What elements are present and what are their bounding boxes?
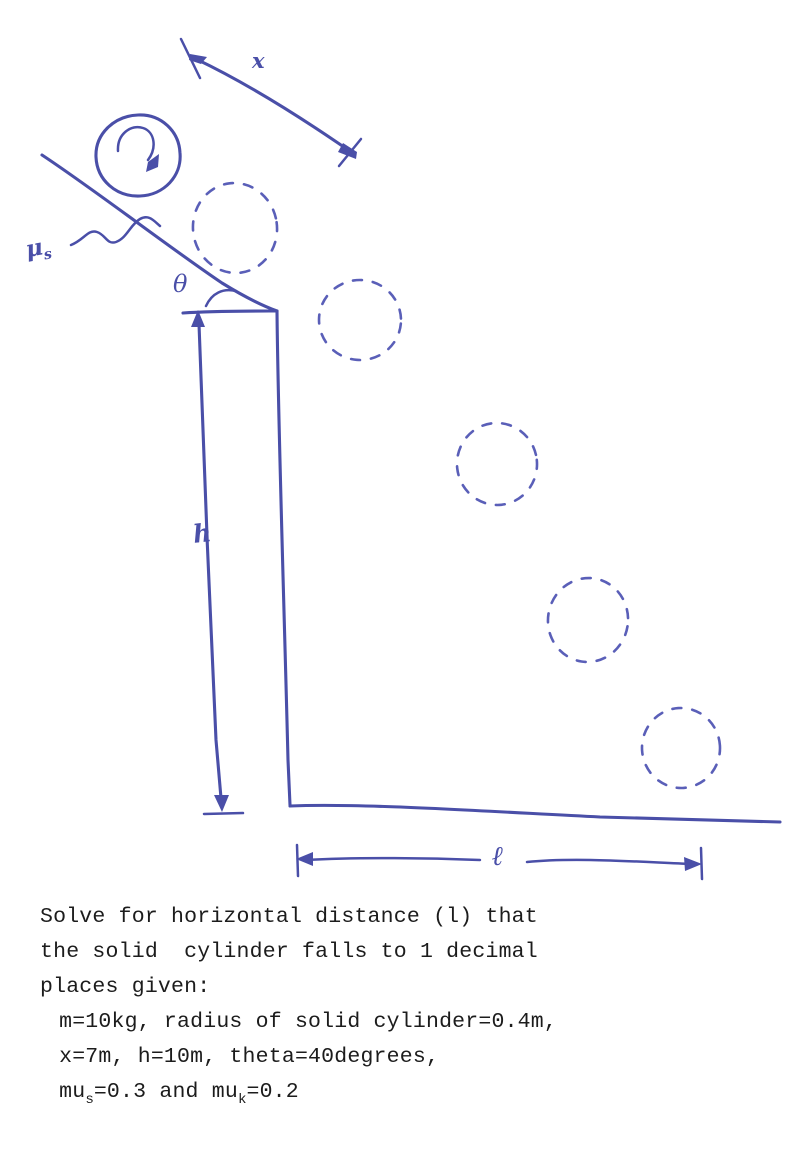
h-dimension-top-arrowhead (191, 310, 205, 327)
given-line-friction: mus=0.3 and muk=0.2 (0, 1075, 800, 1118)
incline-surface (40, 153, 279, 313)
given-line-mass-radius: m=10kg, radius of solid cylinder=0.4m, (46, 1010, 557, 1034)
x-dimension-line (194, 57, 353, 155)
trajectory-circle-2 (317, 278, 403, 362)
statement-line-3: places given: (40, 975, 211, 999)
cliff-face (275, 309, 292, 807)
trajectory-circle-4 (546, 576, 630, 664)
physics-diagram: .ink { fill: none; stroke: #4a4fa8; stro… (23, 37, 782, 881)
l-dimension-line-left (303, 856, 482, 862)
mu-k-text-subscript: k (237, 1091, 247, 1108)
l-dimension-line-right (525, 858, 694, 866)
projectile-trajectory (191, 181, 722, 790)
x-dimension-left-arrowhead (189, 54, 207, 64)
statement-line-2: the solid cylinder falls to 1 decimal (40, 940, 538, 964)
mu-s-text-subscript: s (85, 1091, 94, 1108)
problem-statement: Solve for horizontal distance (l) that t… (0, 900, 800, 1118)
cylinder-circle (94, 113, 182, 198)
trajectory-circle-3 (455, 421, 539, 507)
mu-s-label: μs (23, 233, 53, 266)
l-dimension-left-tick (295, 843, 300, 878)
friction-mid-text: =0.3 and mu (93, 1080, 238, 1104)
mu-s-text: mu (46, 1080, 86, 1104)
h-label: h (191, 518, 213, 549)
x-dimension-right-arrowhead (338, 143, 357, 159)
theta-angle-arc (204, 289, 238, 308)
h-dimension-bottom-arrowhead (214, 795, 229, 812)
theta-label: θ (173, 270, 188, 298)
statement-line-1: Solve for horizontal distance (l) that (40, 905, 538, 929)
mu-s-leader-line (69, 216, 162, 247)
h-dimension-line (197, 322, 223, 800)
diagram-canvas: .ink { fill: none; stroke: #4a4fa8; stro… (40, 37, 782, 881)
rotation-arrow-arc (116, 125, 155, 162)
l-dimension-right-arrowhead (684, 857, 702, 871)
trajectory-circle-5 (640, 706, 722, 790)
l-dimension-right-tick (699, 846, 704, 881)
x-label: x (252, 48, 265, 73)
mu-k-value-text: =0.2 (246, 1080, 299, 1104)
l-dimension-left-arrowhead (296, 852, 313, 866)
h-dimension-bottom-tick (202, 811, 245, 816)
x-dimension-right-tick (337, 137, 363, 168)
given-line-x-h-theta: x=7m, h=10m, theta=40degrees, (46, 1045, 440, 1069)
rotation-arrow-head (146, 154, 159, 172)
ground-line (288, 803, 782, 824)
x-dimension-left-tick (179, 37, 202, 80)
ell-label: ℓ (492, 841, 504, 872)
cliff-top-surface (181, 309, 279, 315)
trajectory-circle-1 (191, 181, 279, 275)
